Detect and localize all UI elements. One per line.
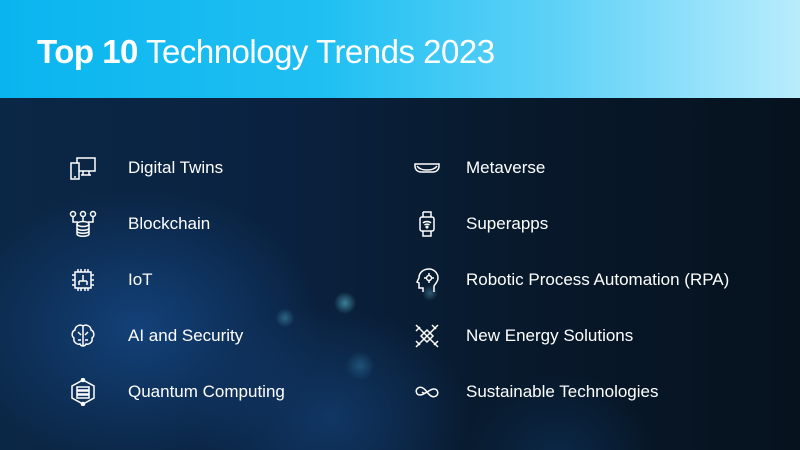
head-gear-icon [412, 265, 442, 295]
trend-item-superapps: Superapps [412, 209, 548, 239]
trend-item-rpa: Robotic Process Automation (RPA) [412, 265, 729, 295]
smartwatch-wifi-icon [412, 209, 442, 239]
brain-circuit-icon [68, 321, 98, 351]
trend-item-quantum-computing: Quantum Computing [68, 377, 285, 407]
trend-label: Digital Twins [128, 158, 224, 177]
trend-item-ai-security: AI and Security [68, 321, 243, 351]
chip-icon [68, 265, 98, 295]
trend-label: IoT [128, 270, 153, 289]
quantum-server-icon [68, 377, 98, 407]
trend-item-blockchain: Blockchain [68, 209, 210, 239]
trend-item-metaverse: Metaverse [412, 153, 545, 183]
page-title: Top 10 Technology Trends 2023 [37, 33, 495, 71]
handshake-energy-icon [412, 321, 442, 351]
trend-item-new-energy: New Energy Solutions [412, 321, 633, 351]
background-image [0, 98, 800, 450]
trend-label: Sustainable Technologies [466, 382, 659, 401]
devices-icon [68, 153, 98, 183]
header-banner: Top 10 Technology Trends 2023 [0, 0, 800, 98]
title-rest: Technology Trends 2023 [145, 33, 495, 70]
trend-label: Blockchain [128, 214, 211, 233]
trend-item-sustainable-tech: Sustainable Technologies [412, 377, 659, 407]
trend-item-digital-twins: Digital Twins [68, 153, 223, 183]
trend-label: AI and Security [128, 326, 244, 345]
trend-item-iot: IoT [68, 265, 153, 295]
database-network-icon [68, 209, 98, 239]
trend-label: New Energy Solutions [466, 326, 634, 345]
trend-label: Metaverse [466, 158, 546, 177]
title-bold: Top 10 [37, 33, 138, 70]
infinity-icon [412, 377, 442, 407]
vr-headset-icon [412, 153, 442, 183]
trend-label: Robotic Process Automation (RPA) [466, 270, 730, 289]
trend-label: Superapps [466, 214, 549, 233]
trend-label: Quantum Computing [128, 382, 285, 401]
